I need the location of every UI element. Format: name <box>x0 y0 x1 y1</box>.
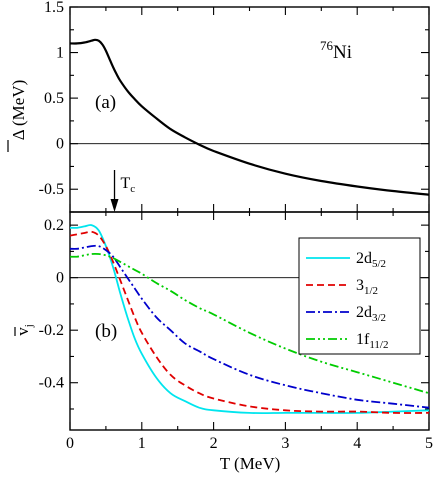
panel-b-x-tick-labels: 0 1 2 3 4 5 <box>66 435 433 452</box>
y-tick-label: 0.2 <box>44 217 64 234</box>
y-tick-label: -0.4 <box>39 375 64 392</box>
legend-label: 31/2 <box>356 277 378 297</box>
legend-label-main: 1f <box>356 331 370 348</box>
panel-b-y-axis-label: vj <box>13 324 35 336</box>
panel-b-y-ticks <box>70 224 429 410</box>
tc-label: Tc <box>121 175 136 195</box>
legend-label-sub: 3/2 <box>372 312 386 324</box>
tc-label-main: T <box>121 175 131 192</box>
panel-b-x-ticks <box>69 212 430 430</box>
panel-b-y-axis-main: v <box>13 327 32 336</box>
panel-a-y-tick-labels: -0.5 0 0.5 1 1.5 <box>39 0 64 198</box>
panel-b-y-tick-labels: -0.4 -0.2 0 0.2 <box>39 217 64 392</box>
series-line-1 <box>69 224 430 415</box>
x-tick-label: 3 <box>281 435 289 452</box>
x-tick-label: 1 <box>138 435 146 452</box>
y-tick-label: 0.5 <box>44 90 64 107</box>
y-tick-label: -0.2 <box>39 322 64 339</box>
panel-b-y-axis-text: vj <box>13 324 35 336</box>
series-line-1 <box>69 38 430 196</box>
panel-a-y-axis-text: Δ (MeV) <box>9 80 28 141</box>
panel-b-label: (b) <box>95 321 117 342</box>
panel-a-y-axis-label: Δ (MeV) <box>7 80 28 152</box>
tc-label-sub: c <box>130 183 135 195</box>
x-tick-label: 4 <box>353 435 361 452</box>
tc-marker: Tc <box>110 170 136 212</box>
tc-arrow-head <box>110 199 119 212</box>
series-line-2 <box>69 230 430 414</box>
legend-label-main: 3 <box>356 277 364 294</box>
legend-label: 2d3/2 <box>356 304 386 324</box>
x-tick-label: 5 <box>425 435 433 452</box>
legend-label-sub: 11/2 <box>369 339 388 351</box>
series-line-4 <box>69 252 430 395</box>
legend-label: 1f11/2 <box>356 331 388 351</box>
legend-label-main: 2d <box>356 250 372 267</box>
y-tick-label: 1.5 <box>44 0 64 16</box>
legend-label-sub: 1/2 <box>364 285 378 297</box>
x-tick-label: 0 <box>66 435 74 452</box>
y-tick-label: -0.5 <box>39 181 64 198</box>
panel-b-y-axis-sub: j <box>23 324 35 328</box>
y-tick-label: 0 <box>56 136 64 153</box>
series-line-3 <box>69 244 430 409</box>
nucleus-symbol: Ni <box>333 42 352 63</box>
panel-a: -0.5 0 0.5 1 1.5 (a) 76Ni Δ (MeV) Tc <box>7 0 430 213</box>
panel-b-series <box>69 224 430 415</box>
x-axis-label: T (MeV) <box>220 454 281 473</box>
panel-a-series <box>69 38 430 196</box>
legend-label-main: 2d <box>356 304 372 321</box>
y-tick-label: 1 <box>56 45 64 62</box>
nucleus-mass: 76 <box>320 38 334 53</box>
nucleus-label: 76Ni <box>320 38 352 63</box>
legend-label-sub: 5/2 <box>372 258 386 270</box>
panel-a-label: (a) <box>95 92 116 113</box>
legend-label: 2d5/2 <box>356 250 386 270</box>
y-tick-label: 0 <box>56 270 64 287</box>
x-tick-label: 2 <box>210 435 218 452</box>
